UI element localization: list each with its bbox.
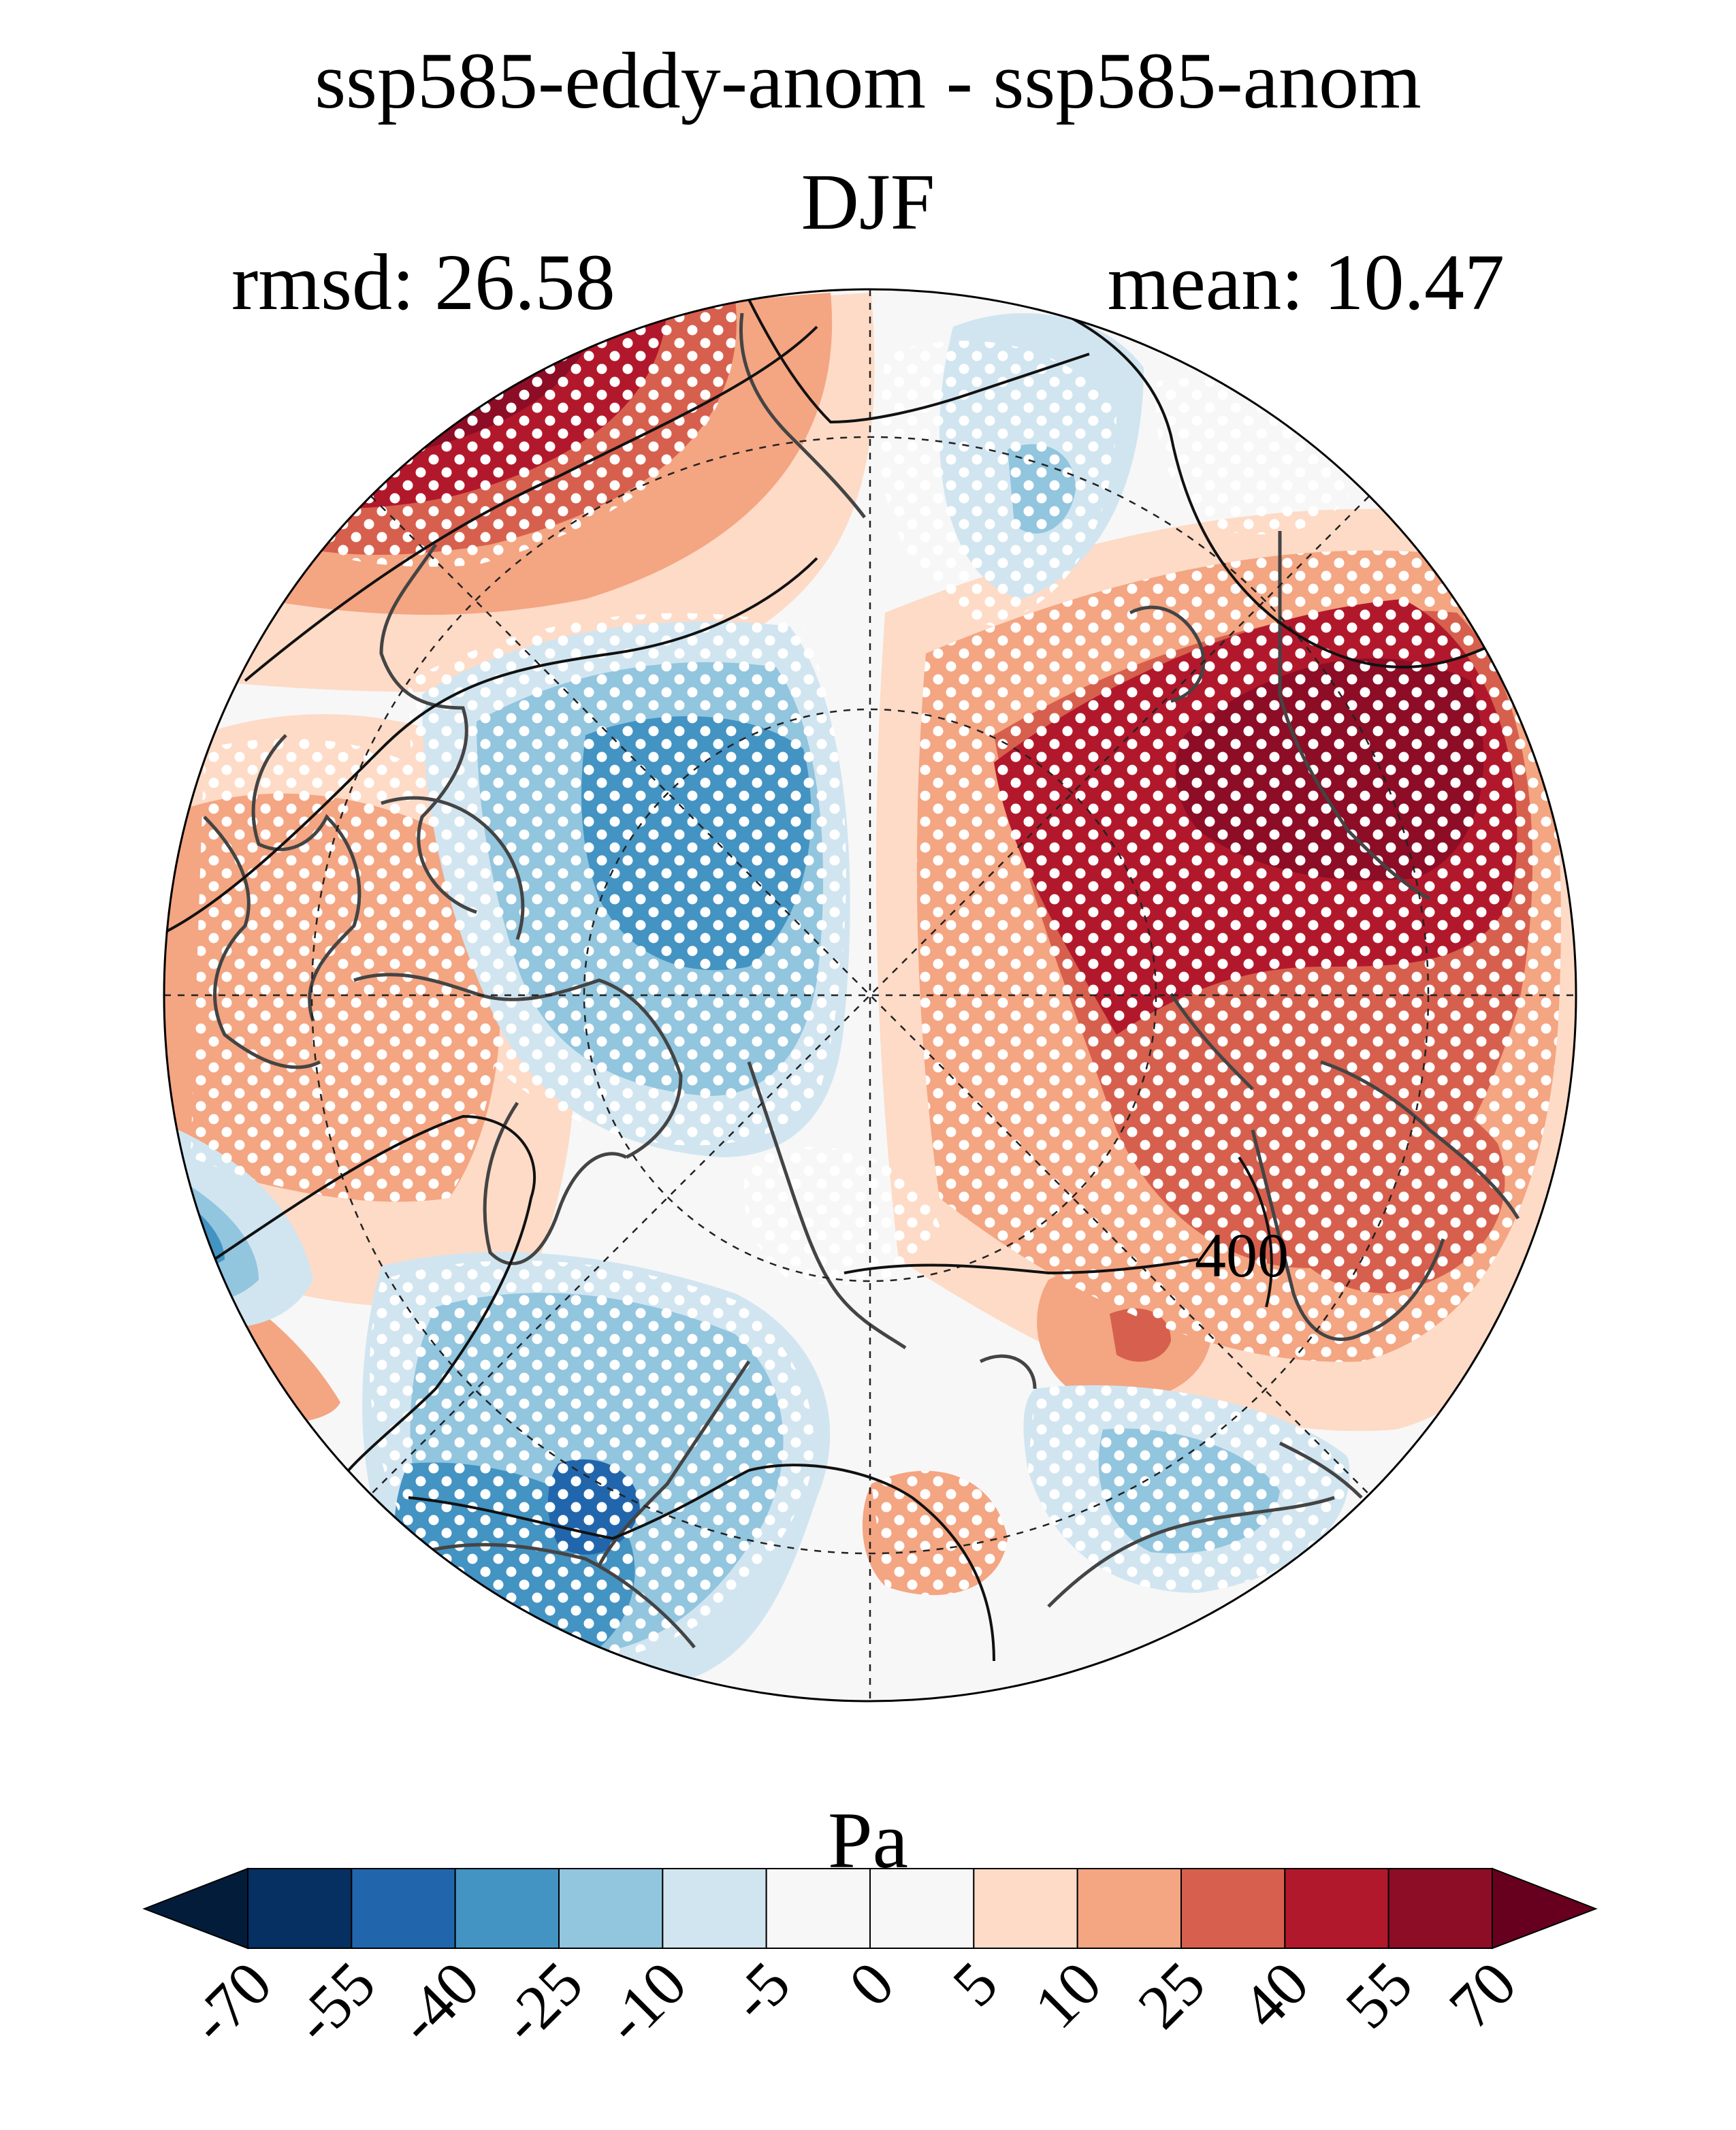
colorbar-tick-label: 40 (1228, 1948, 1321, 2042)
colorbar-tick-label: 70 (1436, 1948, 1529, 2042)
colorbar-tick-label: -70 (176, 1948, 285, 2056)
season-label: DJF (801, 157, 935, 246)
colorbar-tick-label: -25 (487, 1948, 596, 2056)
colorbar-tick-label: -5 (717, 1948, 803, 2034)
colorbar-cell (1180, 1868, 1286, 1949)
graticule (164, 289, 1576, 1701)
colorbar-cell (662, 1868, 767, 1949)
colorbar: -70-55-40-25-10 -5 0 5 10 25 40 55 70 (142, 1867, 1598, 2056)
coastlines (203, 312, 1520, 1649)
colorbar-cell (454, 1868, 560, 1949)
plot-title: ssp585-eddy-anom - ssp585-anom (315, 36, 1421, 125)
colorbar-cell (869, 1868, 975, 1949)
colorbar-tick-label: -40 (384, 1948, 492, 2056)
colorbar-cell (1076, 1868, 1182, 1949)
colorbar-cell (558, 1868, 664, 1949)
contour-label-400: 400 (1195, 1221, 1289, 1290)
colorbar-cell (247, 1868, 353, 1949)
colorbar-unit-label: Pa (828, 1796, 908, 1885)
colorbar-cell (1284, 1868, 1389, 1949)
mean-label: mean: 10.47 (1107, 238, 1505, 327)
colorbar-tick-label: 10 (1021, 1948, 1114, 2042)
colorbar-tick-label: -10 (592, 1948, 700, 2056)
rmsd-label: rmsd: 26.58 (231, 238, 615, 327)
colorbar-cell (973, 1868, 1078, 1949)
colorbar-cell (351, 1868, 456, 1949)
colorbar-tick-label: 55 (1332, 1948, 1426, 2042)
colorbar-tick-label: -55 (280, 1948, 389, 2056)
colorbar-cell (1387, 1868, 1493, 1949)
colorbar-tick-label: 5 (939, 1948, 1011, 2020)
colorbar-tick-label: 25 (1125, 1948, 1218, 2042)
colorbar-tick-label: 0 (835, 1948, 907, 2020)
map-boundary (163, 288, 1577, 1703)
significance-stippling (191, 300, 1561, 1661)
